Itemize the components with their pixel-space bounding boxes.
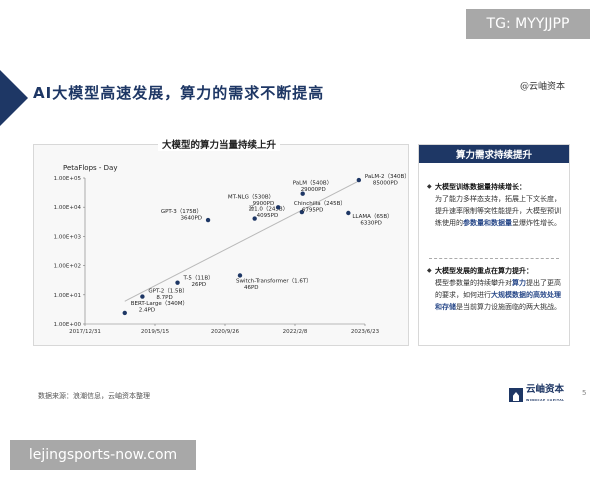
side-item-head: 大模型训练数据量持续增长： [435, 183, 526, 191]
page-number: 5 [582, 389, 587, 397]
data-point [140, 294, 145, 299]
bullet-icon: ◆ [427, 267, 432, 274]
bullet-icon: ◆ [427, 183, 432, 190]
y-tick-label: 1.00E+03 [54, 234, 82, 240]
side-item-compute: ◆ 大模型发展的重点在算力提升： 模型参数量的持续攀升对算力提出了更高的要求，如… [427, 265, 565, 313]
data-point [276, 205, 281, 210]
y-tick-label: 1.00E+01 [54, 293, 81, 299]
side-panel: 算力需求持续提升 ◆ 大模型训练数据量持续增长： 为了能力多样态支持，拓展上下文… [418, 144, 570, 346]
data-label: BERT-Large（340M） 2.4PD [131, 300, 188, 314]
source-note: 数据来源：浪潮信息，云岫资本整理 [38, 392, 150, 400]
chart-panel [33, 144, 409, 346]
watermark-bottom: lejingsports-now.com [10, 440, 196, 470]
brand-watermark: @云岫资本 [520, 82, 566, 92]
side-item-data-growth: ◆ 大模型训练数据量持续增长： 为了能力多样态支持，拓展上下文长度，提升速率限制… [427, 181, 565, 229]
data-point [299, 209, 305, 215]
company-logo: 云岫资本 WINDCAP CAPITAL [509, 385, 565, 405]
logo-mark-icon [509, 388, 523, 402]
data-label: MT-NLG（530B） 9900PD [228, 193, 274, 207]
data-label: Chinchilla（245B） 6795PD [294, 200, 346, 214]
data-point [175, 280, 180, 285]
trendline [124, 180, 360, 302]
side-item-body: 为了能力多样态支持，拓展上下文长度，提升速率限制等突性能提升，大模型预训练使用的… [435, 195, 561, 227]
y-tick-label: 1.00E+00 [54, 322, 82, 328]
data-label: GPT-3（175B） 3640PD [161, 208, 202, 222]
x-tick-label: 2022/2/8 [283, 329, 308, 335]
data-point [346, 210, 351, 216]
side-item-head: 大模型发展的重点在算力提升： [435, 267, 533, 275]
title-accent-arrow [0, 70, 28, 126]
logo-text: 云岫资本 WINDCAP CAPITAL [526, 384, 565, 403]
data-point [122, 310, 127, 316]
x-tick-label: 2019/5/15 [141, 329, 170, 335]
data-label: GPT-2（1.5B） 8.7PD [148, 288, 187, 302]
data-point [300, 191, 305, 196]
side-divider [429, 258, 559, 259]
data-point [237, 273, 243, 278]
data-point [356, 177, 362, 183]
watermark-top: TG: MYYJJPP [466, 9, 590, 39]
data-point [252, 216, 257, 221]
data-point [205, 217, 211, 223]
x-tick-label: 2020/9/26 [211, 329, 240, 335]
y-tick-label: 1.00E+05 [54, 176, 82, 182]
chart-title: 大模型的算力当量持续上升 [158, 137, 281, 151]
side-item-body: 模型参数量的持续攀升对算力提出了更高的要求，如何进行大规模数据的高效处理和存储是… [435, 279, 561, 311]
data-label: 源1.0（245B） 4095PD [249, 205, 289, 220]
y-tick-label: 1.00E+04 [54, 205, 82, 211]
data-label: PaLM（540B） 29000PD [293, 180, 333, 194]
scatter-chart: PetaFlops - Day 1.00E+00 1.00E+01 1.00E+02 1… [54, 164, 407, 335]
y-axis-label: PetaFlops - Day [63, 164, 117, 172]
data-label: PaLM-2（340B） 85000PD [365, 173, 407, 187]
data-label: Switch-Transformer（1.6T） 46PD [236, 277, 312, 291]
y-tick-label: 1.00E+02 [54, 264, 81, 270]
data-label: LLAMA（65B） 6330PD [352, 213, 392, 227]
data-label: T-5（11B） 26PD [183, 275, 214, 289]
side-panel-header: 算力需求持续提升 [419, 145, 569, 163]
x-tick-label: 2023/6/23 [351, 329, 380, 335]
slide-title: AI大模型高速发展，算力的需求不断提高 [33, 84, 325, 102]
x-tick-label: 2017/12/31 [69, 329, 101, 335]
